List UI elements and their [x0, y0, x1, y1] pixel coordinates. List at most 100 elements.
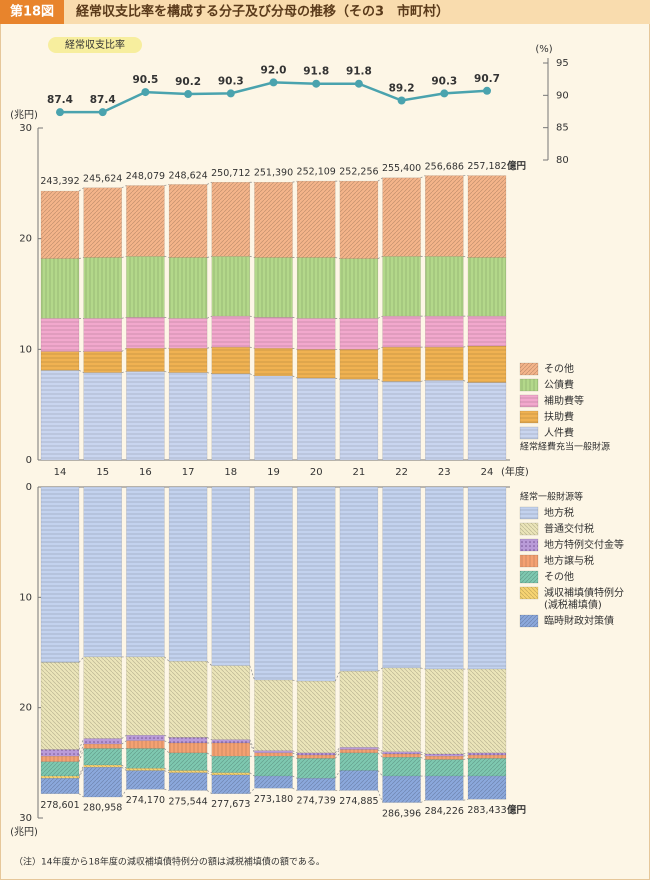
bar-segment: [126, 740, 165, 749]
line-marker: [269, 78, 278, 87]
bar-segment: [339, 349, 379, 380]
bar-segment: [296, 680, 336, 754]
y-tick-label: 30: [19, 813, 32, 824]
bar-segment: [126, 256, 165, 318]
bar-segment: [211, 486, 251, 666]
connector: [420, 751, 426, 755]
connector: [463, 754, 469, 757]
connector: [249, 772, 255, 777]
bar-segment: [40, 351, 80, 371]
connector: [292, 679, 298, 682]
bar-segment: [40, 755, 80, 762]
connector: [377, 256, 383, 259]
bar-segment: [83, 766, 122, 798]
bar-segment: [83, 351, 122, 373]
x-tick-label: 18: [224, 467, 237, 478]
bar-segment: [168, 347, 208, 373]
total-label: 273,180: [254, 794, 293, 805]
figure-box: [0, 0, 64, 24]
connector: [334, 747, 341, 754]
data-label: 90.2: [175, 76, 201, 88]
connector: [78, 767, 85, 779]
connector: [292, 347, 298, 350]
connector: [463, 752, 469, 755]
connector: [463, 380, 469, 383]
legend-swatch: [519, 554, 539, 568]
data-label: 90.3: [431, 75, 457, 87]
bar-segment: [126, 185, 165, 257]
bar-segment: [40, 486, 80, 663]
connector: [121, 256, 127, 258]
bar-segment: [254, 679, 293, 751]
legend-label: その他: [544, 570, 574, 583]
bar-segment: [126, 768, 165, 771]
legend-label: 地方特例交付金等: [544, 538, 624, 551]
bar-segment: [254, 257, 293, 318]
connector: [292, 180, 298, 183]
connector: [78, 738, 85, 750]
line-marker: [483, 86, 491, 95]
connector: [164, 256, 170, 258]
y2-tick-label: 85: [556, 123, 569, 134]
bar-segment: [425, 668, 464, 755]
bar-segment: [254, 775, 293, 789]
connector: [249, 373, 255, 377]
data-label: 87.4: [47, 94, 73, 106]
bar-segment: [382, 667, 421, 753]
bar-segment: [40, 775, 80, 779]
bar-segment: [382, 346, 421, 382]
connector: [206, 752, 213, 757]
connector: [121, 766, 127, 771]
data-label: 91.8: [346, 66, 372, 78]
bar-segment: [40, 318, 80, 352]
bar-segment: [467, 486, 507, 670]
total-label: 274,739: [297, 796, 336, 807]
total-label: 252,256: [339, 166, 378, 177]
bar-segment: [40, 190, 80, 259]
connector: [334, 770, 341, 779]
y-tick-label: 0: [26, 455, 32, 466]
legend-swatch: [519, 522, 539, 536]
bar-segment: [296, 377, 336, 461]
bar-segment: [168, 661, 208, 738]
connector: [292, 375, 298, 379]
bar-segment: [339, 486, 379, 672]
connector: [292, 787, 298, 791]
total-label: 243,392: [40, 176, 79, 187]
total-unit: 億円: [507, 160, 526, 172]
line-marker: [98, 108, 107, 117]
total-label: 278,601: [40, 800, 79, 811]
bar-segment: [211, 774, 251, 794]
bar-segment: [168, 486, 208, 662]
bar-segment: [382, 256, 421, 317]
legend-swatch: [519, 506, 539, 520]
total-label: 248,079: [126, 171, 165, 182]
bar-segment: [40, 662, 80, 750]
data-label: 89.2: [389, 83, 415, 95]
bar-segment: [254, 181, 293, 258]
connector: [335, 377, 340, 380]
bar-segment: [339, 318, 379, 350]
bar-segment: [296, 180, 336, 258]
connector: [420, 756, 426, 760]
connector: [164, 770, 170, 774]
bar-segment: [296, 758, 336, 779]
legend-label: 普通交付税: [544, 522, 594, 535]
connector: [420, 667, 426, 670]
connector: [292, 775, 298, 779]
connector: [420, 175, 426, 179]
connector: [377, 752, 383, 758]
bar-segment: [467, 754, 507, 759]
x-axis-label: (年度): [501, 465, 529, 478]
legend-swatch: [519, 614, 539, 628]
x-tick-label: 17: [182, 467, 195, 478]
x-tick-label: 20: [310, 467, 323, 478]
line-series-label: 経常収支比率: [65, 38, 125, 51]
header-band: [0, 0, 650, 24]
bar-segment: [83, 764, 122, 768]
y-tick-label: 10: [19, 344, 32, 355]
connector: [164, 734, 170, 738]
bar-segment: [40, 370, 80, 461]
connector: [292, 316, 298, 319]
